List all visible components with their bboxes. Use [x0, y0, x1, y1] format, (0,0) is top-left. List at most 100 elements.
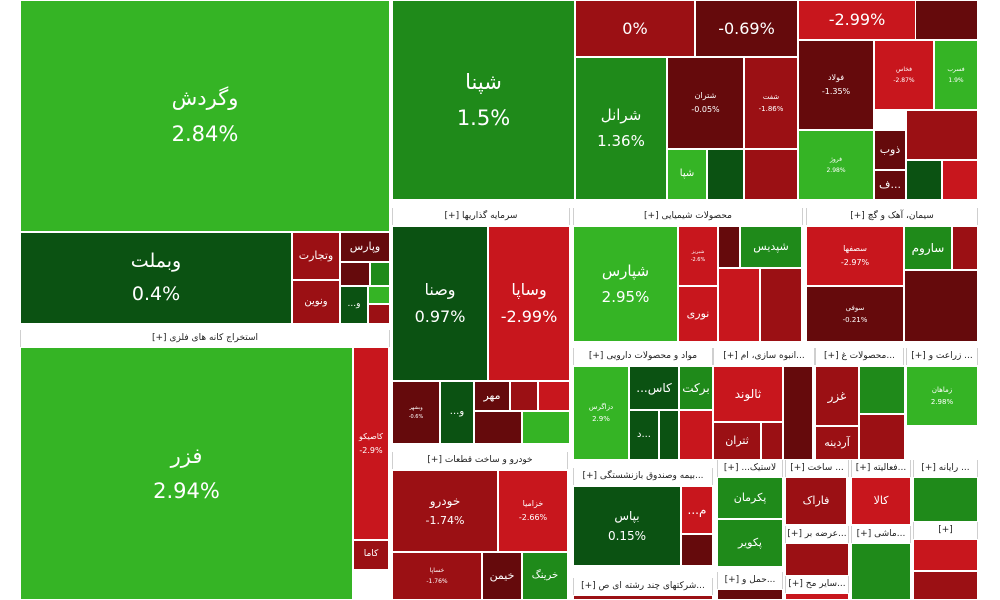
treemap-tile[interactable]: خزامیا -2.66% [498, 470, 568, 552]
sector-header[interactable]: [+] حمل و... [717, 572, 783, 589]
treemap-tile[interactable]: وصنا 0.97% [392, 226, 488, 381]
sector-header[interactable]: [+] شرکتهای چند رشته ای ص... [573, 578, 713, 595]
treemap-tile[interactable]: خیمن [482, 552, 522, 600]
treemap-tile[interactable]: وگردش 2.84% [20, 0, 390, 232]
treemap-tile[interactable]: وبشهر -0.6% [392, 381, 440, 444]
tile-change: -2.97% [840, 258, 870, 267]
treemap-tile[interactable]: سوفی -0.21% [806, 286, 904, 342]
treemap-tile[interactable]: ...و [340, 286, 368, 324]
treemap-tile[interactable]: ثتران [713, 422, 761, 460]
treemap-tile[interactable]: فسرب 1.9% [934, 40, 978, 110]
sector-header[interactable]: [+] ماشی... [851, 526, 911, 543]
treemap-tile[interactable]: خودرو -1.74% [392, 470, 498, 552]
tile-symbol: نوری [686, 307, 710, 321]
treemap-tile[interactable]: وبملت 0.4% [20, 232, 292, 324]
tile-symbol: شپا [679, 168, 695, 180]
treemap-tile[interactable]: دزاگرس 2.9% [573, 366, 629, 460]
treemap-tile[interactable]: شبریز -2.6% [678, 226, 718, 286]
treemap-tile[interactable]: خساپا -1.76% [392, 552, 482, 600]
treemap-tile[interactable]: فروژ 2.98% [798, 130, 874, 200]
sector-header[interactable]: [+] ...لاستیک [717, 460, 783, 477]
treemap-tile[interactable]: 0% [575, 0, 695, 57]
treemap-tile[interactable]: آردینه [815, 426, 859, 460]
tile-symbol: پکرمان [733, 491, 767, 505]
sector-header[interactable]: [+] مواد و محصولات دارویی [573, 348, 713, 365]
treemap-tile[interactable]: کالا [851, 477, 911, 525]
tile-symbol: دزاگرس [588, 402, 614, 411]
treemap-tile[interactable]: ...م [681, 486, 713, 534]
tile-symbol: ...کاس [636, 380, 672, 395]
tile-symbol: بپاس [614, 508, 640, 523]
treemap-tile[interactable]: ف... [874, 170, 906, 200]
sector-header[interactable]: [+] ساخت ... [785, 460, 849, 477]
treemap-tile[interactable]: -0.69% [695, 0, 798, 57]
treemap-tile[interactable]: شپا [667, 149, 707, 200]
treemap-tile[interactable]: سصفها -2.97% [806, 226, 904, 286]
tile-symbol: فاراک [802, 494, 830, 508]
tile-change: -0.69% [718, 18, 775, 38]
treemap-tile[interactable]: کاما [353, 540, 389, 570]
treemap-tile[interactable]: شتران -0.05% [667, 57, 744, 149]
treemap-tile[interactable]: شپدیس [740, 226, 802, 268]
treemap-tile[interactable]: ذوب [874, 130, 906, 170]
filler-cell [906, 110, 978, 160]
treemap-tile[interactable]: فولاد -1.35% [798, 40, 874, 130]
treemap-tile[interactable]: ...و [440, 381, 474, 444]
treemap-tile[interactable]: شپنا 1.5% [392, 0, 575, 200]
treemap-tile[interactable]: برکت [679, 366, 713, 410]
treemap-tile[interactable]: فاراک [785, 477, 847, 525]
tile-symbol: سوفی [845, 303, 865, 312]
sector-header[interactable]: [+] خودرو و ساخت قطعات [392, 452, 568, 469]
treemap-tile[interactable]: ونوین [292, 280, 340, 324]
tile-symbol: پکویر [738, 536, 762, 550]
tile-change: -2.99% [828, 10, 886, 29]
treemap-tile[interactable]: نوری [678, 286, 718, 342]
filler-cell [368, 286, 390, 304]
treemap-tile[interactable]: خرینگ [522, 552, 568, 600]
treemap-tile[interactable]: وساپا -2.99% [488, 226, 570, 381]
treemap-tile[interactable]: فزر 2.94% [20, 347, 353, 600]
treemap-tile[interactable]: وتجارت [292, 232, 340, 280]
treemap-tile[interactable]: فخاس -2.87% [874, 40, 934, 110]
sector-header[interactable]: [+] زراعت و ... [906, 348, 978, 365]
filler-cell [913, 571, 978, 600]
treemap-tile[interactable]: پکرمان [717, 477, 783, 519]
treemap-tile[interactable]: بپاس 0.15% [573, 486, 681, 566]
tile-symbol: شپنا [465, 70, 502, 95]
sector-header[interactable]: [+] محصولات شیمیایی [573, 208, 803, 225]
tile-change: 2.94% [153, 479, 220, 503]
treemap-tile[interactable]: کاصیکو -2.9% [353, 347, 389, 540]
treemap-tile[interactable]: شپارس 2.95% [573, 226, 678, 342]
treemap-tile[interactable]: وپارس [340, 232, 390, 262]
sector-header[interactable]: [+] عرضه بر... [785, 526, 849, 543]
treemap-tile[interactable]: ثالوند [713, 366, 783, 422]
tile-symbol: فخاس [896, 66, 912, 73]
sector-header[interactable]: [+] بیمه وصندوق بازنشستگی... [573, 468, 713, 485]
sector-header[interactable]: [+] محصولات غ... [815, 348, 904, 365]
treemap-tile[interactable]: ساروم [904, 226, 952, 270]
treemap-tile[interactable]: مهر [474, 381, 510, 411]
treemap-tile[interactable]: شرانل 1.36% [575, 57, 667, 200]
sector-header[interactable]: [+] استخراج کانه های فلزی [20, 330, 390, 347]
treemap-tile[interactable]: -2.99% [798, 0, 916, 40]
sector-header[interactable]: [+] رایانه ... [913, 460, 978, 477]
sector-header[interactable]: [+] سرمایه گذاریها [392, 208, 570, 225]
treemap-tile[interactable]: د... [629, 410, 659, 460]
treemap-tile[interactable]: زماهان 2.98% [906, 366, 978, 426]
sector-header[interactable]: [+] فعالیته... [851, 460, 911, 477]
sector-header[interactable]: [+] [913, 522, 978, 539]
sector-header[interactable]: [+] انبوه سازی، ام... [713, 348, 815, 365]
tile-symbol: آردینه [824, 436, 850, 450]
tile-symbol: ثالوند [734, 386, 762, 401]
treemap-tile[interactable]: ...کاس [629, 366, 679, 410]
sector-header[interactable]: [+] سایر مح... [785, 576, 849, 593]
treemap-tile[interactable]: شفت -1.86% [744, 57, 798, 149]
filler-cell [538, 381, 570, 411]
filler-cell [340, 262, 370, 286]
tile-symbol: شپدیس [753, 240, 789, 254]
sector-header[interactable]: [+] سیمان، آهک و گچ [806, 208, 978, 225]
treemap-tile[interactable]: غزر [815, 366, 859, 426]
treemap-tile[interactable]: پکویر [717, 519, 783, 567]
filler-cell [522, 411, 570, 444]
